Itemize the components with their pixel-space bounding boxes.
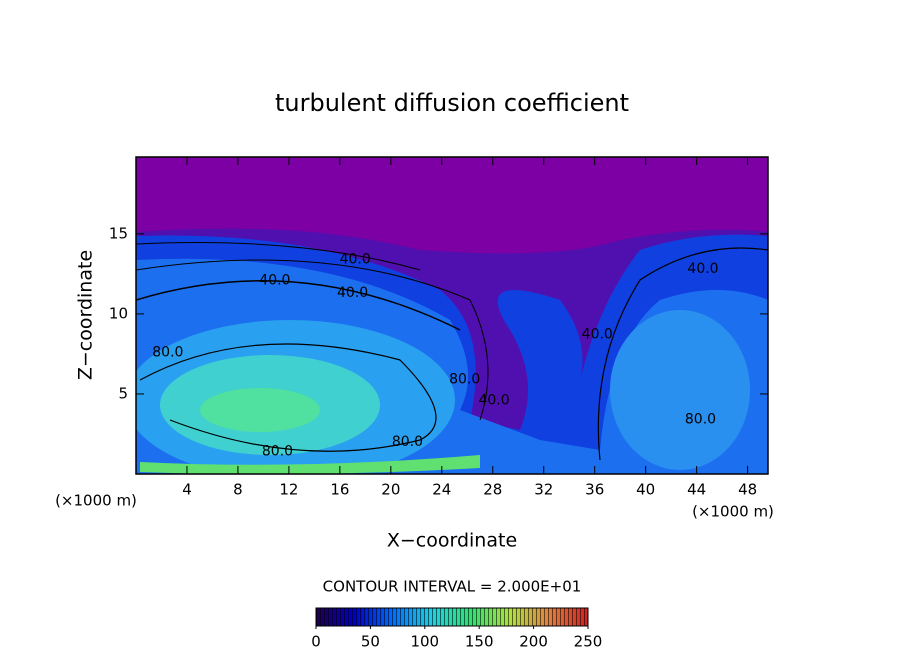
x-tick-label: 24 [432,481,451,499]
contour-label: 80.0 [152,344,183,360]
contour-label: 80.0 [392,434,423,450]
colorbar: 0 50 100 150 200 250 [311,607,603,651]
x-tick-label: 4 [182,481,192,499]
contour-label: 40.0 [582,327,613,343]
x-tick-label: 12 [279,481,298,499]
contour-label: 40.0 [259,272,290,288]
contour-interval: CONTOUR INTERVAL = 2.000E+01 [323,578,582,596]
contour-label: 40.0 [687,261,718,277]
x-tick-label: 20 [381,481,400,499]
y-tick-label: 5 [118,384,128,402]
x-tick-label: 16 [330,481,349,499]
y-axis-label: Z−coordinate [75,250,97,380]
contour-label: 40.0 [337,285,368,301]
colorbar-tick-label: 250 [574,633,603,651]
field [136,157,768,474]
colorbar-tick-label: 100 [410,633,439,651]
y-unit-label: (×1000 m) [55,492,137,510]
contour-label: 80.0 [449,372,480,388]
contour-label: 40.0 [478,392,509,408]
y-tick-label: 10 [109,304,128,322]
colorbar-frame [315,607,589,627]
x-tick-label: 8 [233,481,243,499]
x-tick-label: 44 [687,481,706,499]
colorbar-tick-label: 0 [311,633,321,651]
contour-label: 80.0 [685,412,716,428]
x-axis-label: X−coordinate [387,530,517,552]
colorbar-tick-label: 50 [361,633,380,651]
colorbar-stripes [316,608,588,626]
colorbar-tick-label: 150 [465,633,494,651]
colorbar-tick-label: 200 [519,633,548,651]
contour-label: 80.0 [262,444,293,460]
x-tick-label: 36 [585,481,604,499]
chart-title: turbulent diffusion coefficient [275,89,629,117]
x-tick-label: 32 [534,481,553,499]
contour-label: 40.0 [340,251,371,267]
plot-frame [135,156,769,475]
x-tick-label: 40 [636,481,655,499]
x-unit-label: (×1000 m) [692,503,774,521]
x-tick-label: 48 [738,481,757,499]
x-tick-label: 28 [483,481,502,499]
y-tick-label: 15 [109,224,128,242]
